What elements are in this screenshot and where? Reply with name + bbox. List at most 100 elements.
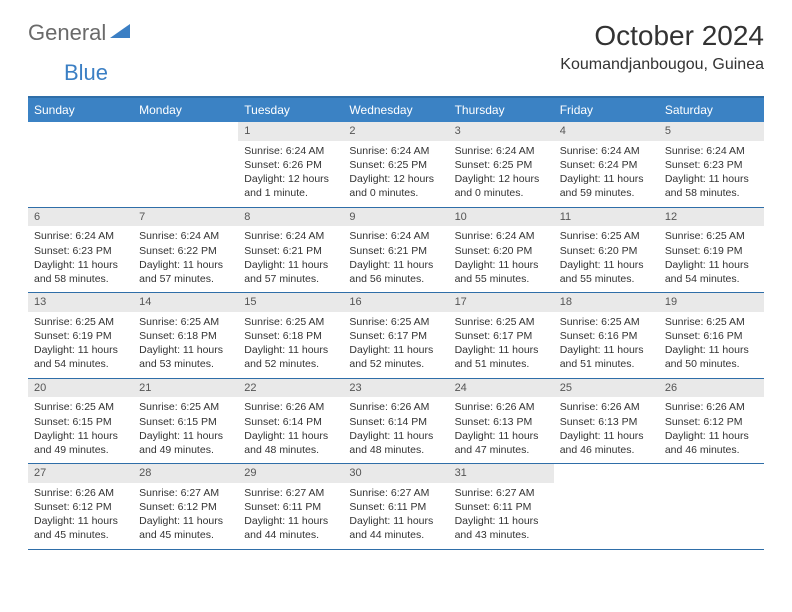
sunrise-line: Sunrise: 6:25 AM <box>560 315 653 329</box>
day-number: 23 <box>343 379 448 398</box>
daylight-line: Daylight: 11 hours and 48 minutes. <box>349 429 442 457</box>
day-details: Sunrise: 6:26 AMSunset: 6:14 PMDaylight:… <box>238 397 343 463</box>
daylight-line: Daylight: 11 hours and 58 minutes. <box>34 258 127 286</box>
daylight-line: Daylight: 11 hours and 44 minutes. <box>349 514 442 542</box>
sunrise-line: Sunrise: 6:24 AM <box>455 144 548 158</box>
calendar: SundayMondayTuesdayWednesdayThursdayFrid… <box>28 96 764 550</box>
day-details: Sunrise: 6:25 AMSunset: 6:19 PMDaylight:… <box>659 226 764 292</box>
sunset-line: Sunset: 6:25 PM <box>349 158 442 172</box>
day-number: 12 <box>659 208 764 227</box>
sunset-line: Sunset: 6:26 PM <box>244 158 337 172</box>
daylight-line: Daylight: 11 hours and 57 minutes. <box>244 258 337 286</box>
sunrise-line: Sunrise: 6:26 AM <box>455 400 548 414</box>
sunrise-line: Sunrise: 6:25 AM <box>665 315 758 329</box>
day-cell: 23Sunrise: 6:26 AMSunset: 6:14 PMDayligh… <box>343 379 448 464</box>
day-cell: 29Sunrise: 6:27 AMSunset: 6:11 PMDayligh… <box>238 464 343 549</box>
week-row: 20Sunrise: 6:25 AMSunset: 6:15 PMDayligh… <box>28 379 764 465</box>
sunset-line: Sunset: 6:21 PM <box>244 244 337 258</box>
day-cell: 3Sunrise: 6:24 AMSunset: 6:25 PMDaylight… <box>449 122 554 207</box>
day-header: Saturday <box>659 98 764 122</box>
month-title: October 2024 <box>560 20 764 52</box>
day-cell: 13Sunrise: 6:25 AMSunset: 6:19 PMDayligh… <box>28 293 133 378</box>
sunset-line: Sunset: 6:19 PM <box>34 329 127 343</box>
sunset-line: Sunset: 6:14 PM <box>349 415 442 429</box>
sunset-line: Sunset: 6:17 PM <box>455 329 548 343</box>
sunset-line: Sunset: 6:11 PM <box>244 500 337 514</box>
sunset-line: Sunset: 6:13 PM <box>560 415 653 429</box>
sunset-line: Sunset: 6:18 PM <box>244 329 337 343</box>
day-number: 13 <box>28 293 133 312</box>
day-details: Sunrise: 6:24 AMSunset: 6:24 PMDaylight:… <box>554 141 659 207</box>
day-header: Friday <box>554 98 659 122</box>
day-details: Sunrise: 6:25 AMSunset: 6:19 PMDaylight:… <box>28 312 133 378</box>
day-number: 4 <box>554 122 659 141</box>
day-number: 15 <box>238 293 343 312</box>
day-cell: 16Sunrise: 6:25 AMSunset: 6:17 PMDayligh… <box>343 293 448 378</box>
sunrise-line: Sunrise: 6:25 AM <box>34 400 127 414</box>
day-cell: 25Sunrise: 6:26 AMSunset: 6:13 PMDayligh… <box>554 379 659 464</box>
sunset-line: Sunset: 6:18 PM <box>139 329 232 343</box>
location: Koumandjanbougou, Guinea <box>560 56 764 74</box>
daylight-line: Daylight: 11 hours and 45 minutes. <box>34 514 127 542</box>
day-details: Sunrise: 6:24 AMSunset: 6:23 PMDaylight:… <box>28 226 133 292</box>
sunrise-line: Sunrise: 6:25 AM <box>349 315 442 329</box>
day-number: 9 <box>343 208 448 227</box>
day-number: 8 <box>238 208 343 227</box>
day-number: 26 <box>659 379 764 398</box>
sunrise-line: Sunrise: 6:24 AM <box>139 229 232 243</box>
daylight-line: Daylight: 11 hours and 58 minutes. <box>665 172 758 200</box>
sunrise-line: Sunrise: 6:25 AM <box>665 229 758 243</box>
day-details: Sunrise: 6:25 AMSunset: 6:15 PMDaylight:… <box>28 397 133 463</box>
week-row: 6Sunrise: 6:24 AMSunset: 6:23 PMDaylight… <box>28 208 764 294</box>
sunset-line: Sunset: 6:12 PM <box>139 500 232 514</box>
day-number: 30 <box>343 464 448 483</box>
day-number: 14 <box>133 293 238 312</box>
week-row: 27Sunrise: 6:26 AMSunset: 6:12 PMDayligh… <box>28 464 764 550</box>
day-header: Monday <box>133 98 238 122</box>
day-number: 28 <box>133 464 238 483</box>
day-details: Sunrise: 6:24 AMSunset: 6:22 PMDaylight:… <box>133 226 238 292</box>
day-details: Sunrise: 6:24 AMSunset: 6:25 PMDaylight:… <box>343 141 448 207</box>
sunrise-line: Sunrise: 6:26 AM <box>34 486 127 500</box>
day-cell: 26Sunrise: 6:26 AMSunset: 6:12 PMDayligh… <box>659 379 764 464</box>
day-cell: 4Sunrise: 6:24 AMSunset: 6:24 PMDaylight… <box>554 122 659 207</box>
sunrise-line: Sunrise: 6:26 AM <box>560 400 653 414</box>
day-cell: 5Sunrise: 6:24 AMSunset: 6:23 PMDaylight… <box>659 122 764 207</box>
empty-cell: . <box>28 122 133 207</box>
day-number: 25 <box>554 379 659 398</box>
day-details: Sunrise: 6:24 AMSunset: 6:21 PMDaylight:… <box>238 226 343 292</box>
sunset-line: Sunset: 6:13 PM <box>455 415 548 429</box>
day-cell: 31Sunrise: 6:27 AMSunset: 6:11 PMDayligh… <box>449 464 554 549</box>
day-details: Sunrise: 6:24 AMSunset: 6:21 PMDaylight:… <box>343 226 448 292</box>
sunrise-line: Sunrise: 6:27 AM <box>349 486 442 500</box>
day-number: 29 <box>238 464 343 483</box>
day-cell: 27Sunrise: 6:26 AMSunset: 6:12 PMDayligh… <box>28 464 133 549</box>
daylight-line: Daylight: 11 hours and 57 minutes. <box>139 258 232 286</box>
day-cell: 30Sunrise: 6:27 AMSunset: 6:11 PMDayligh… <box>343 464 448 549</box>
day-details: Sunrise: 6:27 AMSunset: 6:11 PMDaylight:… <box>238 483 343 549</box>
week-row: 13Sunrise: 6:25 AMSunset: 6:19 PMDayligh… <box>28 293 764 379</box>
day-cell: 24Sunrise: 6:26 AMSunset: 6:13 PMDayligh… <box>449 379 554 464</box>
daylight-line: Daylight: 12 hours and 0 minutes. <box>349 172 442 200</box>
sunset-line: Sunset: 6:22 PM <box>139 244 232 258</box>
day-details: Sunrise: 6:26 AMSunset: 6:12 PMDaylight:… <box>659 397 764 463</box>
sunrise-line: Sunrise: 6:25 AM <box>34 315 127 329</box>
sunrise-line: Sunrise: 6:24 AM <box>244 229 337 243</box>
day-cell: 1Sunrise: 6:24 AMSunset: 6:26 PMDaylight… <box>238 122 343 207</box>
sunset-line: Sunset: 6:23 PM <box>34 244 127 258</box>
day-cell: 2Sunrise: 6:24 AMSunset: 6:25 PMDaylight… <box>343 122 448 207</box>
day-cell: 15Sunrise: 6:25 AMSunset: 6:18 PMDayligh… <box>238 293 343 378</box>
day-number: 16 <box>343 293 448 312</box>
day-cell: 6Sunrise: 6:24 AMSunset: 6:23 PMDaylight… <box>28 208 133 293</box>
day-header-row: SundayMondayTuesdayWednesdayThursdayFrid… <box>28 98 764 122</box>
sunset-line: Sunset: 6:12 PM <box>665 415 758 429</box>
day-number: 11 <box>554 208 659 227</box>
daylight-line: Daylight: 11 hours and 52 minutes. <box>349 343 442 371</box>
day-details: Sunrise: 6:24 AMSunset: 6:25 PMDaylight:… <box>449 141 554 207</box>
daylight-line: Daylight: 11 hours and 56 minutes. <box>349 258 442 286</box>
daylight-line: Daylight: 11 hours and 45 minutes. <box>139 514 232 542</box>
sunset-line: Sunset: 6:15 PM <box>34 415 127 429</box>
sunrise-line: Sunrise: 6:24 AM <box>244 144 337 158</box>
weeks-container: ..1Sunrise: 6:24 AMSunset: 6:26 PMDaylig… <box>28 122 764 550</box>
week-row: ..1Sunrise: 6:24 AMSunset: 6:26 PMDaylig… <box>28 122 764 208</box>
